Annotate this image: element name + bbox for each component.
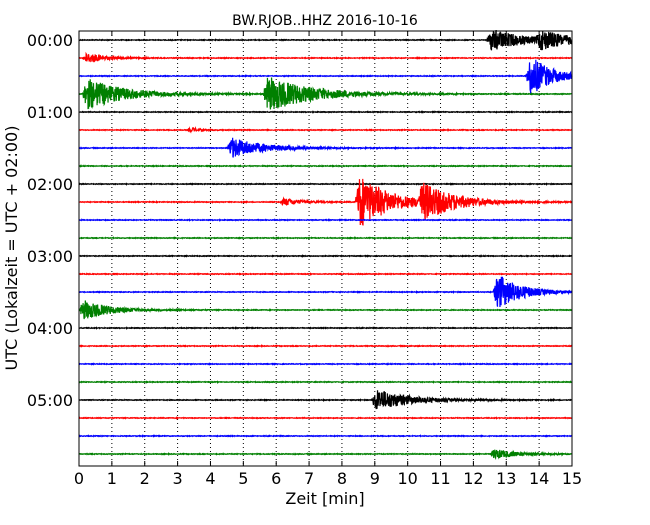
seismogram-trace <box>78 236 573 240</box>
x-tick-label: 1 <box>107 469 117 488</box>
x-tick-label: 6 <box>271 469 281 488</box>
seismogram-trace <box>78 110 573 114</box>
seismogram-trace <box>78 126 573 134</box>
y-tick-label: 01:00 <box>27 103 73 122</box>
x-tick-label: 12 <box>463 469 483 488</box>
seismogram-trace <box>78 218 573 222</box>
seismogram-trace <box>78 137 573 158</box>
seismogram-trace <box>78 182 573 186</box>
trace-layer <box>78 29 573 461</box>
seismogram-trace <box>78 390 573 410</box>
x-tick-label: 14 <box>529 469 549 488</box>
x-tick-label: 7 <box>304 469 314 488</box>
x-tick-label: 3 <box>173 469 183 488</box>
axis-layer <box>78 30 573 467</box>
seismogram-trace <box>78 254 573 258</box>
seismogram-trace <box>78 59 573 94</box>
seismogram-trace <box>78 416 573 420</box>
x-tick-label: 2 <box>140 469 150 488</box>
x-tick-label: 9 <box>370 469 380 488</box>
seismogram-trace <box>78 362 573 366</box>
seismogram-trace <box>78 300 573 320</box>
x-tick-label: 10 <box>397 469 417 488</box>
y-tick-label: 04:00 <box>27 319 73 338</box>
x-tick-label: 0 <box>74 469 84 488</box>
seismogram-trace <box>78 51 573 63</box>
x-tick-label: 4 <box>205 469 215 488</box>
x-tick-label: 5 <box>238 469 248 488</box>
y-tick-label: 02:00 <box>27 175 73 194</box>
seismogram-trace <box>78 326 573 330</box>
seismogram-trace <box>78 29 573 51</box>
seismogram-trace <box>78 380 573 384</box>
seismogram-trace <box>78 449 573 461</box>
y-tick-label: 05:00 <box>27 391 73 410</box>
seismogram-trace <box>78 178 573 226</box>
x-tick-label: 13 <box>496 469 516 488</box>
x-tick-label: 8 <box>337 469 347 488</box>
seismogram-trace <box>78 276 573 307</box>
x-axis-label: Zeit [min] <box>285 489 364 508</box>
plot-frame <box>78 30 573 467</box>
seismogram-trace <box>78 344 573 348</box>
x-tick-label: 15 <box>562 469 582 488</box>
seismogram-trace <box>78 164 573 168</box>
y-tick-label: 03:00 <box>27 247 73 266</box>
y-axis-label: UTC (Lokalzeit = UTC + 02:00) <box>2 126 21 371</box>
tick-label-layer: 0 1 2 3 4 5 6 7 8 9 10 11 12 13 14 1500:0001:0002:0003:… <box>27 31 582 488</box>
seismogram-trace <box>78 77 573 110</box>
chart-title: BW.RJOB..HHZ 2016-10-16 <box>232 13 418 29</box>
x-tick-label: 11 <box>430 469 450 488</box>
seismogram-trace <box>78 434 573 438</box>
seismogram-trace <box>78 272 573 276</box>
y-tick-label: 00:00 <box>27 31 73 50</box>
